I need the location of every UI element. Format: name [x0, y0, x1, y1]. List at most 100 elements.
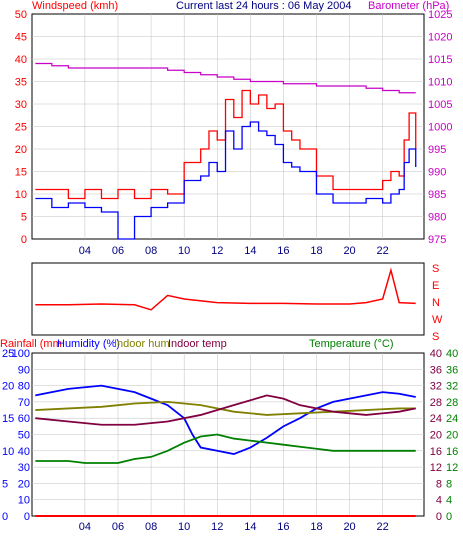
temp-tick-label: 28	[446, 397, 458, 409]
direction-label: S	[432, 331, 439, 343]
direction-label: S	[432, 263, 439, 275]
humidity-tick-label: 70	[18, 397, 30, 409]
temp-tick-label: 0	[446, 511, 452, 523]
temp-tick-label: 20	[446, 430, 458, 442]
wind-direction-series	[35, 267, 416, 311]
rain-tick-label: 5	[2, 478, 8, 490]
indoor-temp-tick-label: 4	[436, 495, 442, 507]
humidity-tick-label: 30	[18, 462, 30, 474]
baro-tick-label: 1000	[428, 122, 452, 134]
series-layer	[35, 62, 417, 517]
baro-tick-label: 1005	[428, 99, 452, 111]
top-x-tick-label: 12	[211, 245, 223, 257]
top-x-tick-label: 22	[377, 245, 389, 257]
wind-tick-label: 30	[15, 99, 27, 111]
temperature-label: Temperature (°C)	[309, 338, 393, 350]
axes: 0510152025303540455097598098599099510001…	[2, 9, 458, 533]
wind-tick-label: 5	[21, 212, 27, 224]
top-x-tick-label: 08	[145, 245, 157, 257]
bottom-x-tick-label: 22	[377, 521, 389, 533]
temp-tick-label: 16	[446, 446, 458, 458]
bottom-x-tick-label: 10	[178, 521, 190, 533]
wind-tick-label: 35	[15, 77, 27, 89]
indoor-temp-tick-label: 32	[430, 381, 442, 393]
windspeed-avg-series	[35, 121, 417, 240]
rain-tick-label: 0	[2, 511, 8, 523]
baro-tick-label: 1015	[428, 54, 452, 66]
indoor-temp-tick-label: 36	[430, 364, 442, 376]
humidity-tick-label: 10	[18, 495, 30, 507]
direction-label: E	[432, 280, 439, 292]
bottom-x-tick-label: 08	[145, 521, 157, 533]
baro-tick-label: 980	[428, 212, 446, 224]
humidity-tick-label: 80	[18, 381, 30, 393]
indoor-hum-series	[35, 400, 416, 416]
top-x-tick-label: 18	[310, 245, 322, 257]
humidity-series	[35, 384, 416, 455]
indoor-temp-tick-label: 12	[430, 462, 442, 474]
baro-tick-label: 1025	[428, 9, 452, 21]
temp-tick-label: 8	[446, 478, 452, 490]
top-x-tick-label: 20	[343, 245, 355, 257]
wind-tick-label: 25	[15, 122, 27, 134]
humidity-label: Humidity (%)	[57, 338, 120, 350]
bottom-x-tick-label: 16	[277, 521, 289, 533]
wind-tick-label: 45	[15, 32, 27, 44]
baro-tick-label: 1020	[428, 32, 452, 44]
baro-tick-label: 1010	[428, 77, 452, 89]
humidity-tick-label: 90	[18, 364, 30, 376]
bottom-x-tick-label: 04	[79, 521, 91, 533]
baro-tick-label: 990	[428, 167, 446, 179]
barometer-title: Barometer (hPa)	[368, 0, 449, 12]
wind-tick-label: 15	[15, 167, 27, 179]
top-x-tick-label: 06	[112, 245, 124, 257]
wind-tick-label: 50	[15, 9, 27, 21]
indoor-temp-tick-label: 16	[430, 446, 442, 458]
wind-tick-label: 0	[21, 234, 27, 246]
indoor-temp-tick-label: 28	[430, 397, 442, 409]
chart-title: Current last 24 hours : 06 May 2004	[176, 0, 351, 12]
temp-tick-label: 4	[446, 495, 452, 507]
barometer-series	[35, 62, 416, 94]
indoor-temp-series	[35, 394, 416, 426]
top-x-tick-label: 10	[178, 245, 190, 257]
rain-tick-label: 15	[2, 413, 14, 425]
temp-tick-label: 32	[446, 381, 458, 393]
temp-tick-label: 36	[446, 364, 458, 376]
indoor-temp-tick-label: 0	[436, 511, 442, 523]
temp-tick-label: 24	[446, 413, 458, 425]
top-x-tick-label: 04	[79, 245, 91, 257]
rainfall-label: Rainfall (mm	[0, 338, 62, 350]
windspeed-title: Windspeed (kmh)	[32, 0, 118, 12]
wind-tick-label: 40	[15, 54, 27, 66]
bottom-x-tick-label: 12	[211, 521, 223, 533]
baro-tick-label: 985	[428, 189, 446, 201]
grid	[32, 14, 424, 516]
bottom-x-tick-label: 14	[244, 521, 256, 533]
rain-tick-label: 20	[2, 381, 14, 393]
temperature-series	[35, 433, 416, 464]
temp-tick-label: 40	[446, 348, 458, 360]
bottom-x-tick-label: 20	[343, 521, 355, 533]
indoor-temp-label: Indoor temp	[168, 338, 227, 350]
humidity-tick-label: 100	[12, 348, 30, 360]
humidity-tick-label: 60	[18, 413, 30, 425]
indoor-hum-label: Indoor hum	[114, 338, 170, 350]
humidity-tick-label: 0	[24, 511, 30, 523]
rain-tick-label: 25	[2, 348, 14, 360]
baro-tick-label: 975	[428, 234, 446, 246]
top-x-tick-label: 14	[244, 245, 256, 257]
temp-tick-label: 12	[446, 462, 458, 474]
wind-tick-label: 20	[15, 144, 27, 156]
bottom-x-tick-label: 06	[112, 521, 124, 533]
top-x-tick-label: 16	[277, 245, 289, 257]
wind-direction-panel	[31, 262, 425, 336]
humidity-tick-label: 20	[18, 478, 30, 490]
indoor-temp-tick-label: 8	[436, 478, 442, 490]
humidity-tick-label: 40	[18, 446, 30, 458]
indoor-temp-tick-label: 40	[430, 348, 442, 360]
bottom-x-tick-label: 18	[310, 521, 322, 533]
indoor-temp-tick-label: 20	[430, 430, 442, 442]
direction-label: N	[432, 297, 440, 309]
